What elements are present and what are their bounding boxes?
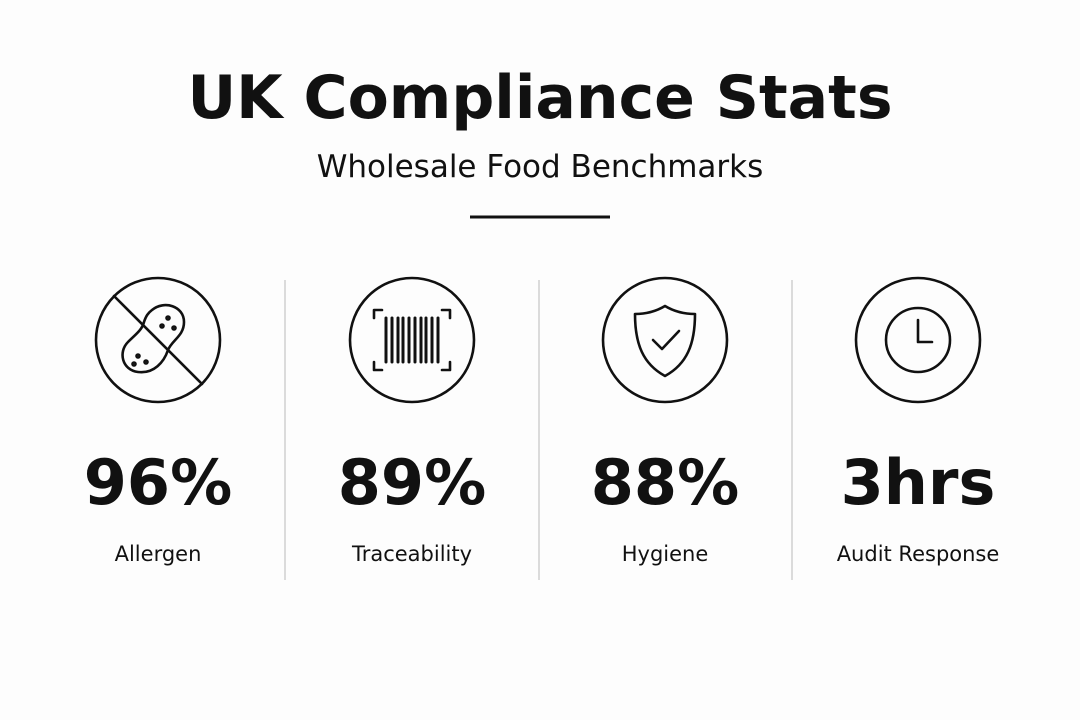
stat-value: 89% — [338, 446, 486, 519]
stat-label: Allergen — [115, 542, 202, 566]
allergen-icon — [94, 276, 222, 404]
stat-label: Hygiene — [622, 542, 709, 566]
hygiene-icon — [601, 276, 729, 404]
stat-value: 96% — [84, 446, 232, 519]
stat-value: 3hrs — [841, 446, 996, 519]
traceability-icon — [348, 276, 476, 404]
stat-label: Traceability — [351, 542, 472, 566]
title: UK Compliance Stats — [187, 63, 892, 133]
stat-label: Audit Response — [837, 542, 1000, 566]
subtitle: Wholesale Food Benchmarks — [317, 149, 764, 185]
stat-value: 88% — [591, 446, 739, 519]
audit-response-icon — [854, 276, 982, 404]
column-separators — [284, 280, 793, 580]
